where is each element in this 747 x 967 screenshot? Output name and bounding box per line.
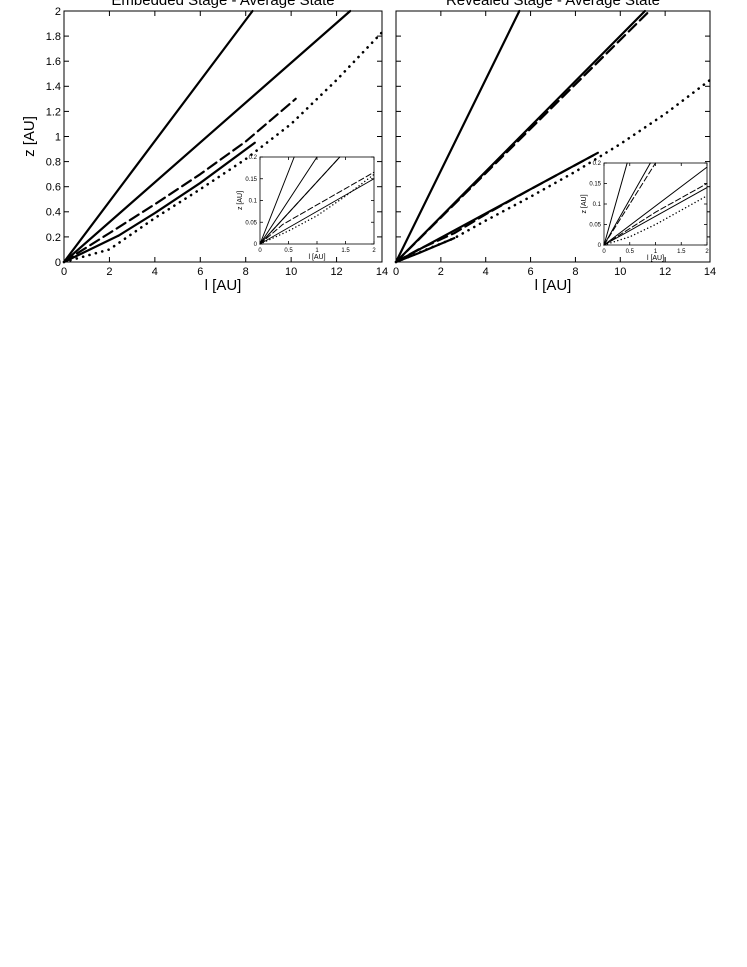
series-line-4 — [62, 234, 120, 264]
inset-series-line-6 — [603, 183, 708, 246]
series-line-5 — [394, 154, 595, 264]
y-tick-label: 1 — [55, 131, 61, 143]
x-tick-label: 8 — [572, 266, 578, 278]
inset-y-tick-label: 0.05 — [245, 220, 257, 226]
chart-title: Embedded Stage - Average State — [111, 0, 334, 9]
inset-series-line-1 — [259, 156, 295, 245]
x-tick-label: 6 — [197, 266, 203, 278]
inset-series-line-5 — [259, 178, 375, 245]
inset-x-tick-label: 0 — [602, 249, 606, 255]
x-tick-label: 8 — [243, 266, 249, 278]
x-tick-label: 14 — [704, 266, 716, 278]
y-tick-label: 1.6 — [46, 56, 61, 68]
series-line-1 — [394, 9, 521, 264]
inset-y-axis-label: z [AU] — [237, 191, 244, 210]
series-line-5 — [117, 141, 256, 237]
inset-series-line-2 — [259, 156, 318, 245]
inset-y-tick-label: 0.15 — [589, 182, 601, 188]
x-tick-label: 10 — [285, 266, 297, 278]
series-line-3 — [62, 97, 297, 264]
x-axis-label: l [AU] — [535, 277, 572, 294]
chart-title: Revealed Stage - Average State — [446, 0, 660, 9]
x-tick-label: 0 — [61, 266, 67, 278]
inset-x-axis-label: l [AU] — [647, 255, 664, 262]
x-tick-label: 4 — [483, 266, 489, 278]
inset-y-tick-label: 0.15 — [245, 177, 257, 183]
inset-x-axis-label: l [AU] — [308, 254, 325, 261]
inset-x-tick-label: 2 — [372, 248, 376, 254]
panel-embedded: 0 2 4 6 8 10 12 1400.20.40.60.811.21.41.61.82l … — [21, 0, 388, 294]
x-tick-label: 4 — [152, 266, 158, 278]
y-tick-label: 0 — [55, 257, 61, 269]
figure-svg: 0 2 4 6 8 10 12 1400.20.40.60.811.21.41.61.82l … — [21, 0, 716, 294]
inset-series-line-6 — [259, 171, 375, 245]
y-tick-label: 0.6 — [46, 182, 61, 194]
inset-y-tick-label: 0 — [254, 242, 258, 248]
inset-series-line-2 — [603, 162, 651, 246]
x-tick-label: 10 — [614, 266, 626, 278]
inset-x-tick-label: 1 — [654, 249, 658, 255]
series-line-1 — [62, 9, 254, 264]
inset-plot-bg — [604, 163, 707, 245]
y-tick-label: 0.8 — [46, 156, 61, 168]
x-tick-label: 2 — [106, 266, 112, 278]
inset-x-tick-label: 0.5 — [284, 248, 293, 254]
figure: 0 2 4 6 8 10 12 14 0 0.2 0.4 0.6 0.8 1 1.2 1.4 1.6 1.8 2 l … — [0, 0, 747, 300]
series-line-2 — [394, 9, 647, 264]
series-line-3 — [394, 9, 651, 264]
x-tick-label: 2 — [438, 266, 444, 278]
inset-series-line-4 — [603, 166, 708, 246]
inset-y-tick-label: 0.05 — [589, 223, 601, 229]
inset-chart: 0 0.5 1 1.5 2 0 0.05 0.1 0.15 0.2 l [AU] z [AU] — [581, 161, 709, 262]
y-tick-label: 1.8 — [46, 31, 61, 43]
inset-x-tick-label: 2 — [705, 249, 709, 255]
inset-x-tick-label: 1.5 — [341, 248, 350, 254]
y-axis-label: z [AU] — [21, 116, 38, 157]
inset-x-tick-label: 0.5 — [626, 249, 635, 255]
inset-series-line-1 — [603, 162, 628, 246]
x-tick-label: 12 — [659, 266, 671, 278]
x-tick-label: 6 — [528, 266, 534, 278]
inset-series-line-5 — [603, 187, 708, 246]
inset-y-tick-label: 0.1 — [593, 202, 602, 208]
inset-y-tick-label: 0.2 — [593, 161, 602, 167]
inset-y-axis-label: z [AU] — [581, 194, 588, 213]
series-line-2 — [62, 9, 352, 264]
inset-plot-bg — [260, 157, 374, 244]
y-tick-label: 0.2 — [46, 232, 61, 244]
inset-x-tick-label: 0 — [258, 248, 262, 254]
x-tick-label: 12 — [330, 266, 342, 278]
inset-y-tick-label: 0.1 — [249, 199, 258, 205]
inset-series-line-3 — [603, 162, 656, 246]
inset-chart: 0 0.5 1 1.5 2 0 0.05 0.1 0.15 0.2 l [AU] z [AU] — [237, 155, 376, 261]
x-tick-label: 14 — [376, 266, 388, 278]
panel-revealed: 0 2 4 6 8 10 12 14l [AU]Revealed Stage - Averag… — [393, 0, 716, 294]
inset-y-tick-label: 0 — [598, 243, 602, 249]
inset-series-line-4 — [259, 156, 341, 245]
inset-series-line-7 — [603, 195, 708, 246]
y-tick-label: 1.2 — [46, 106, 61, 118]
x-axis-label: l [AU] — [205, 277, 242, 294]
inset-x-tick-label: 1.5 — [677, 249, 686, 255]
y-tick-label: 2 — [55, 6, 61, 18]
x-tick-label: 0 — [393, 266, 399, 278]
y-tick-label: 0.4 — [46, 207, 61, 219]
series-line-6 — [394, 237, 456, 264]
inset-y-tick-label: 0.2 — [249, 155, 258, 161]
inset-x-tick-label: 1 — [315, 248, 319, 254]
y-tick-label: 1.4 — [46, 81, 61, 93]
